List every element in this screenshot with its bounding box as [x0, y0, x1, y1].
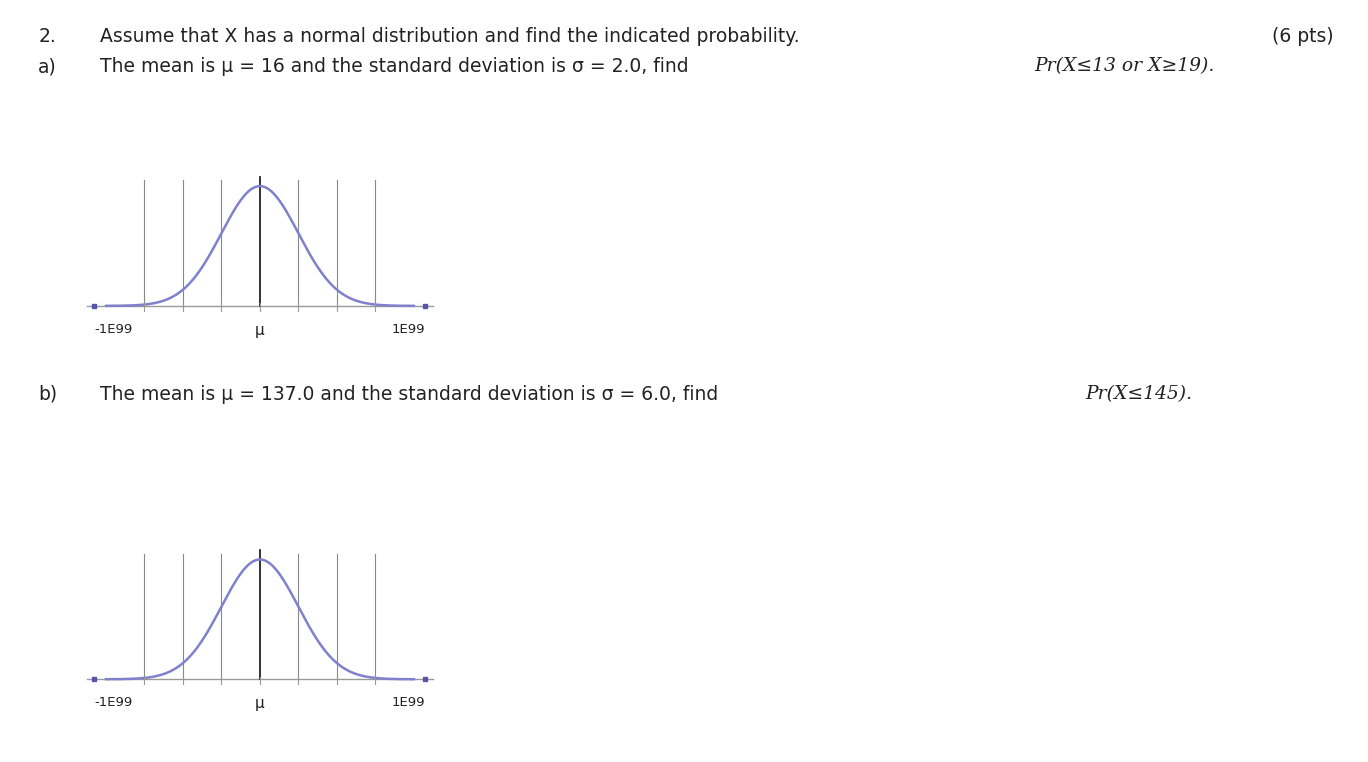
Text: (6 pts): (6 pts)	[1272, 27, 1334, 46]
Text: -1E99: -1E99	[94, 322, 133, 335]
Text: 2.: 2.	[38, 27, 56, 46]
Text: 1E99: 1E99	[391, 696, 425, 709]
Text: -1E99: -1E99	[94, 696, 133, 709]
Text: μ: μ	[254, 322, 265, 338]
Text: b): b)	[38, 385, 57, 404]
Text: Assume that X has a normal distribution and find the indicated probability.: Assume that X has a normal distribution …	[100, 27, 799, 46]
Text: 1E99: 1E99	[391, 322, 425, 335]
Text: The mean is μ = 137.0 and the standard deviation is σ = 6.0, find: The mean is μ = 137.0 and the standard d…	[100, 385, 724, 404]
Text: μ: μ	[254, 696, 265, 711]
Text: The mean is μ = 16 and the standard deviation is σ = 2.0, find: The mean is μ = 16 and the standard devi…	[100, 57, 695, 76]
Text: Pr(X≤13 or X≥19).: Pr(X≤13 or X≥19).	[1034, 57, 1215, 75]
Text: Pr(X≤145).: Pr(X≤145).	[1085, 385, 1192, 403]
Text: a): a)	[38, 57, 57, 76]
